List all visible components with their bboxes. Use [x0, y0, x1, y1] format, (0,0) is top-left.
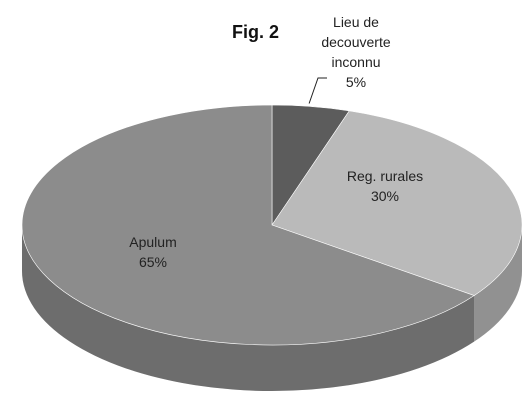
slice-label: Lieu de decouverte inconnu 5%: [318, 12, 394, 92]
slice-side-shade: [22, 225, 475, 392]
slice-label: Reg. rurales 30%: [325, 166, 445, 206]
slice-label-value: 30%: [370, 188, 400, 204]
slice: [271, 110, 523, 296]
leader-line: [308, 77, 327, 104]
slice-label-value: 65%: [138, 254, 168, 270]
slice: [21, 104, 475, 346]
slice-label-value: 5%: [345, 74, 367, 90]
slice-label-name: Lieu de decouverte inconnu: [321, 14, 391, 70]
chart-title: Fig. 2: [232, 22, 280, 42]
slice-side: [474, 225, 522, 342]
slice-side-shade: [474, 225, 522, 342]
slice-label-name: Reg. rurales: [346, 168, 424, 184]
slice-label-name: Apulum: [129, 234, 177, 250]
slice-side: [22, 225, 475, 392]
slice-label: Apulum 65%: [93, 232, 213, 272]
